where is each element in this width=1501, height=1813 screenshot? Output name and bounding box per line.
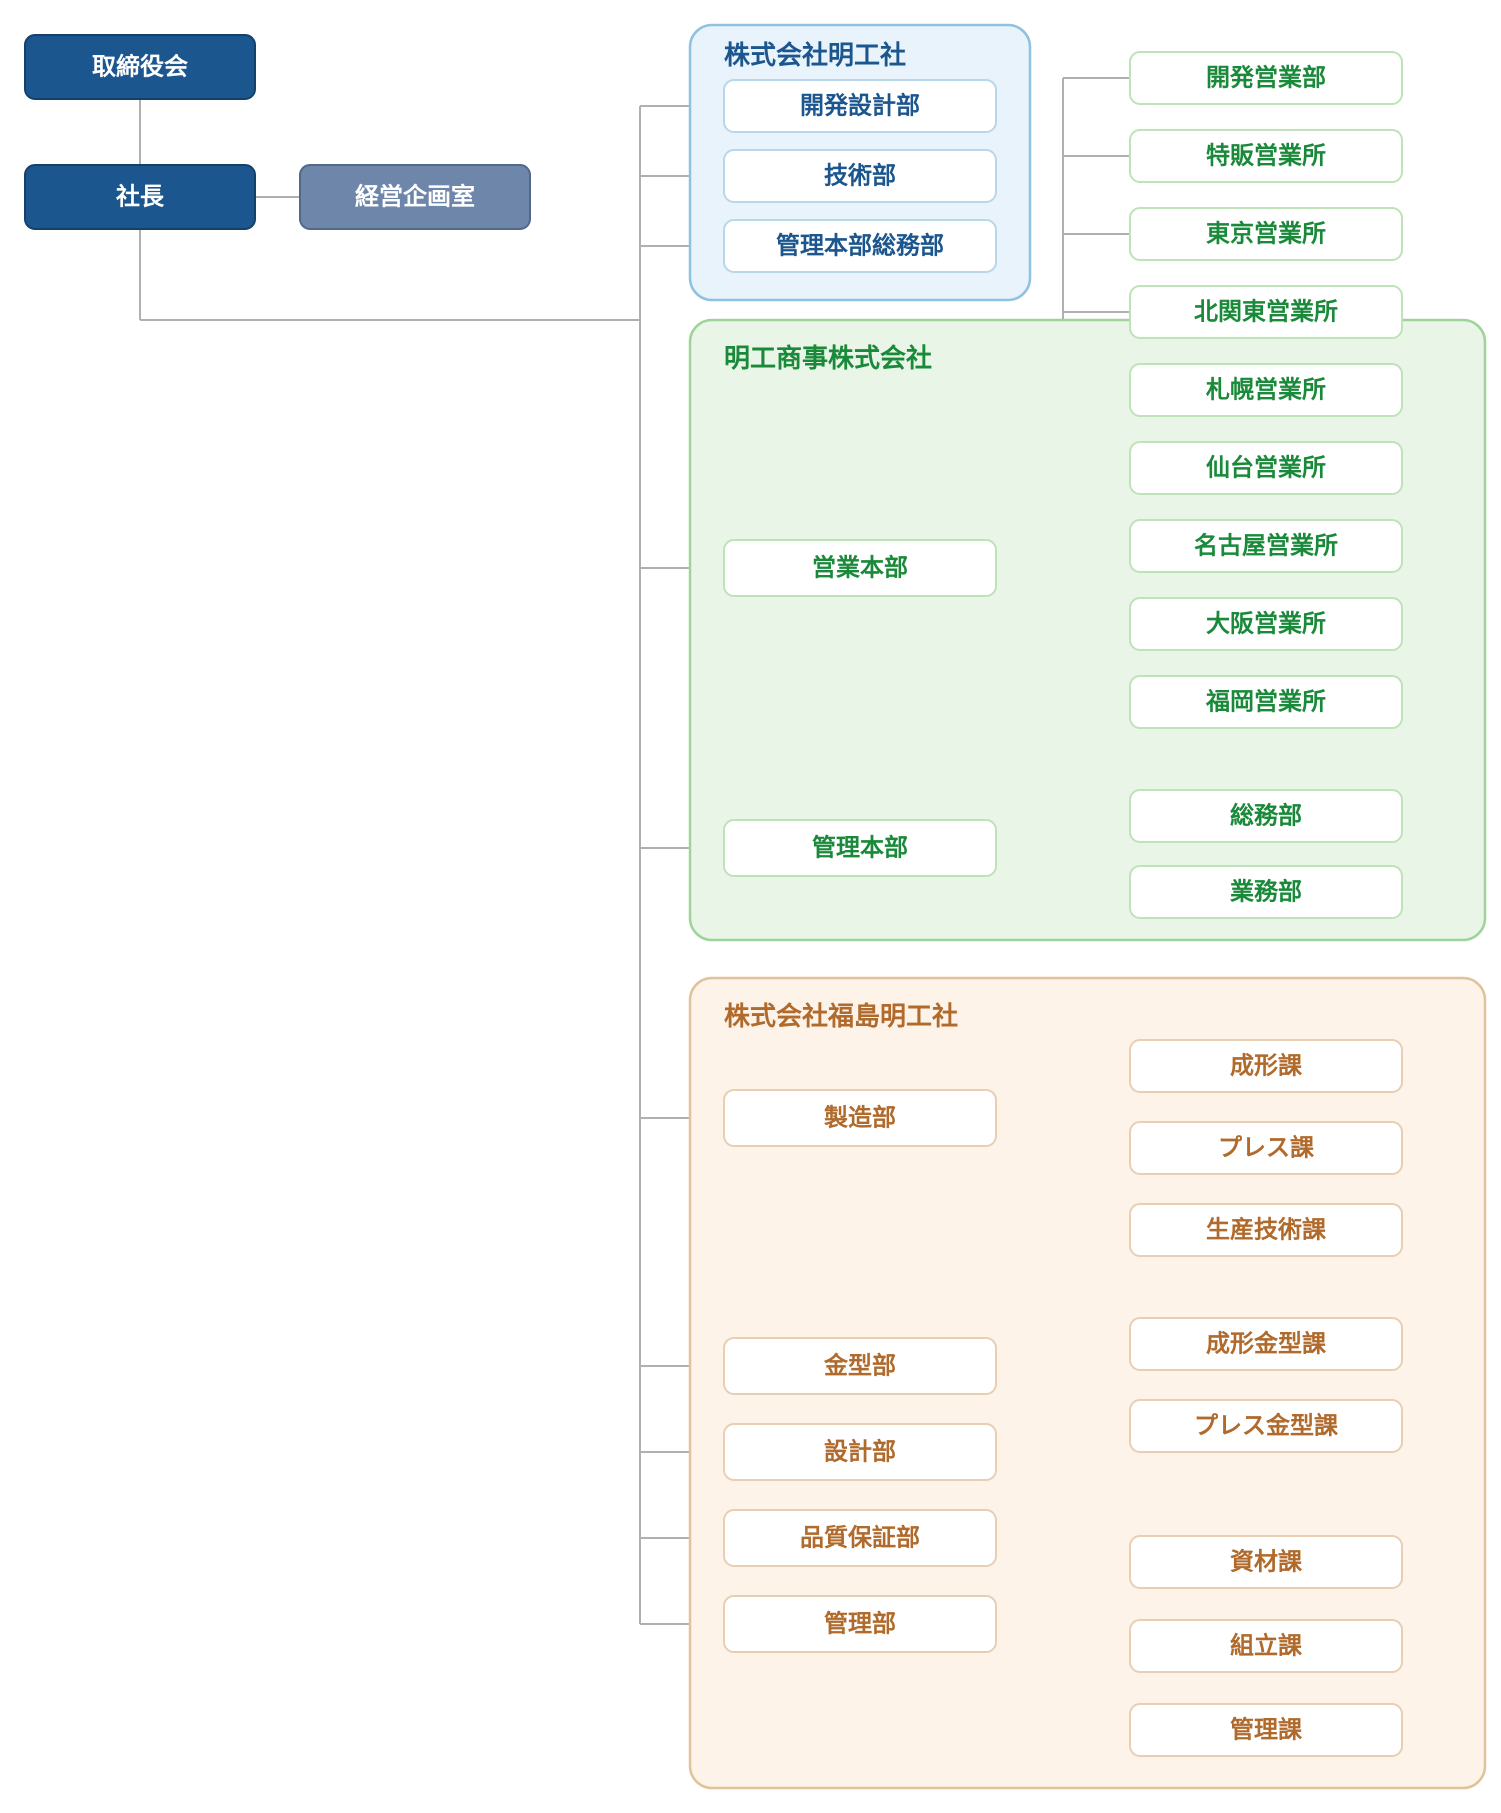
node-r4: 札幌営業所 (1130, 364, 1402, 416)
node-c5-label: 資材課 (1230, 1548, 1303, 1576)
node-r10-label: 業務部 (1230, 878, 1302, 906)
node-bmfg-label: 製造部 (824, 1104, 896, 1132)
node-c1-label: プレス課 (1218, 1134, 1315, 1162)
node-badm-label: 管理本部総務部 (776, 232, 944, 260)
node-bdesign-label: 設計部 (824, 1438, 896, 1466)
node-r3-label: 北関東営業所 (1194, 298, 1338, 326)
node-c2: 生産技術課 (1130, 1204, 1402, 1256)
node-r9: 総務部 (1130, 790, 1402, 842)
node-r5: 仙台営業所 (1130, 442, 1402, 494)
node-bmold-label: 金型部 (823, 1352, 896, 1380)
node-c3: 成形金型課 (1130, 1318, 1402, 1370)
node-gadmin: 管理本部 (724, 820, 996, 876)
node-r7: 大阪営業所 (1130, 598, 1402, 650)
node-r1-label: 特販営業所 (1206, 142, 1326, 170)
node-r6-label: 名古屋営業所 (1194, 532, 1338, 560)
node-r9-label: 総務部 (1230, 802, 1302, 830)
node-r8: 福岡営業所 (1130, 676, 1402, 728)
node-badm: 管理本部総務部 (724, 220, 996, 272)
node-gadmin-label: 管理本部 (812, 834, 908, 862)
node-bqa-label: 品質保証部 (800, 1524, 920, 1552)
node-c2-label: 生産技術課 (1206, 1216, 1327, 1244)
node-board-label: 取締役会 (92, 53, 188, 81)
green-group-title: 明工商事株式会社 (724, 343, 932, 373)
org-chart: 取締役会社長経営企画室株式会社明工社開発設計部技術部管理本部総務部明工商事株式会… (0, 0, 1501, 1813)
node-bmfg: 製造部 (724, 1090, 996, 1146)
node-r2-label: 東京営業所 (1206, 220, 1326, 248)
node-r0-label: 開発営業部 (1206, 64, 1326, 92)
node-c6: 組立課 (1130, 1620, 1402, 1672)
node-r10: 業務部 (1130, 866, 1402, 918)
node-gsales-label: 営業本部 (812, 554, 908, 582)
node-r7-label: 大阪営業所 (1206, 610, 1326, 638)
node-r1: 特販営業所 (1130, 130, 1402, 182)
node-planning: 経営企画室 (300, 165, 530, 229)
node-c7: 管理課 (1130, 1704, 1402, 1756)
node-r2: 東京営業所 (1130, 208, 1402, 260)
node-board: 取締役会 (25, 35, 255, 99)
node-c0: 成形課 (1130, 1040, 1402, 1092)
node-c6-label: 組立課 (1230, 1632, 1303, 1660)
node-bqa: 品質保証部 (724, 1510, 996, 1566)
node-president: 社長 (25, 165, 255, 229)
node-c3-label: 成形金型課 (1206, 1330, 1327, 1358)
node-bmgmt-label: 管理部 (824, 1610, 896, 1638)
node-r6: 名古屋営業所 (1130, 520, 1402, 572)
node-c5: 資材課 (1130, 1536, 1402, 1588)
node-r5-label: 仙台営業所 (1206, 454, 1326, 482)
node-bmold: 金型部 (724, 1338, 996, 1394)
node-r8-label: 福岡営業所 (1205, 688, 1326, 716)
node-r4-label: 札幌営業所 (1205, 376, 1326, 404)
node-c4-label: プレス金型課 (1194, 1412, 1339, 1440)
node-bdev: 開発設計部 (724, 80, 996, 132)
node-president-label: 社長 (116, 183, 165, 211)
node-bdev-label: 開発設計部 (800, 92, 920, 120)
node-c1: プレス課 (1130, 1122, 1402, 1174)
node-bdesign: 設計部 (724, 1424, 996, 1480)
node-gsales: 営業本部 (724, 540, 996, 596)
node-btech: 技術部 (724, 150, 996, 202)
node-c0-label: 成形課 (1230, 1052, 1303, 1080)
node-bmgmt: 管理部 (724, 1596, 996, 1652)
brown-group-title: 株式会社福島明工社 (724, 1001, 958, 1031)
node-c7-label: 管理課 (1230, 1716, 1303, 1744)
node-r3: 北関東営業所 (1130, 286, 1402, 338)
node-planning-label: 経営企画室 (355, 183, 475, 211)
node-r0: 開発営業部 (1130, 52, 1402, 104)
node-c4: プレス金型課 (1130, 1400, 1402, 1452)
blue-group-title: 株式会社明工社 (724, 40, 906, 70)
node-btech-label: 技術部 (824, 162, 896, 190)
